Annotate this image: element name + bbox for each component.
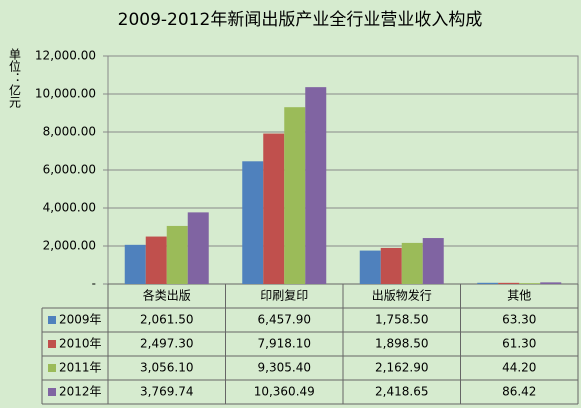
y-tick-label: 2,000.00	[43, 239, 96, 253]
legend-label: 2011年	[59, 361, 102, 375]
table-value: 44.20	[502, 361, 536, 375]
bar	[145, 236, 167, 284]
y-tick-label: 4,000.00	[43, 201, 96, 215]
x-tick-label: 其他	[507, 289, 531, 303]
table-value: 10,360.49	[254, 385, 315, 399]
table-value: 2,061.50	[140, 313, 193, 327]
table-value: 9,305.40	[258, 361, 311, 375]
y-tick-label: 12,000.00	[35, 49, 96, 63]
table-value: 63.30	[502, 313, 536, 327]
bar	[422, 238, 444, 284]
y-tick-label: 10,000.00	[35, 87, 96, 101]
legend-label: 2010年	[59, 337, 102, 351]
table-value: 61.30	[502, 337, 536, 351]
legend-swatch	[48, 388, 56, 396]
y-tick-label: 8,000.00	[43, 125, 96, 139]
bar	[380, 247, 402, 284]
bar	[263, 133, 285, 284]
table-value: 6,457.90	[258, 313, 311, 327]
chart-title: 2009-2012年新闻出版产业全行业营业收入构成	[118, 10, 483, 30]
table-value: 2,497.30	[140, 337, 193, 351]
bar	[540, 282, 562, 284]
bar	[284, 107, 306, 284]
table-value: 1,898.50	[375, 337, 428, 351]
bar	[401, 242, 423, 284]
x-tick-label: 各类出版	[143, 288, 191, 303]
bar	[187, 212, 209, 284]
x-tick-label: 印刷复印	[260, 289, 308, 303]
bar	[498, 282, 520, 284]
table-value: 3,056.10	[140, 361, 193, 375]
table-value: 1,758.50	[375, 313, 428, 327]
legend-label: 2009年	[59, 313, 102, 327]
table-value: 2,418.65	[375, 385, 428, 399]
legend-swatch	[48, 364, 56, 372]
legend-swatch	[48, 340, 56, 348]
y-tick-label: -	[92, 277, 96, 291]
bar	[359, 250, 381, 284]
table-value: 2,162.90	[375, 361, 428, 375]
table-value: 3,769.74	[140, 385, 193, 399]
legend-label: 2012年	[59, 385, 102, 399]
y-tick-label: 6,000.00	[43, 163, 96, 177]
bar	[166, 225, 188, 284]
table-value: 7,918.10	[258, 337, 311, 351]
legend-swatch	[48, 316, 56, 324]
x-tick-label: 出版物发行	[372, 288, 432, 303]
bar	[305, 87, 327, 284]
bar	[124, 244, 146, 284]
bar	[242, 161, 264, 284]
table-value: 86.42	[502, 385, 536, 399]
y-axis-label: 单位：亿元	[8, 48, 22, 109]
bar	[519, 283, 541, 284]
bar	[477, 282, 499, 284]
